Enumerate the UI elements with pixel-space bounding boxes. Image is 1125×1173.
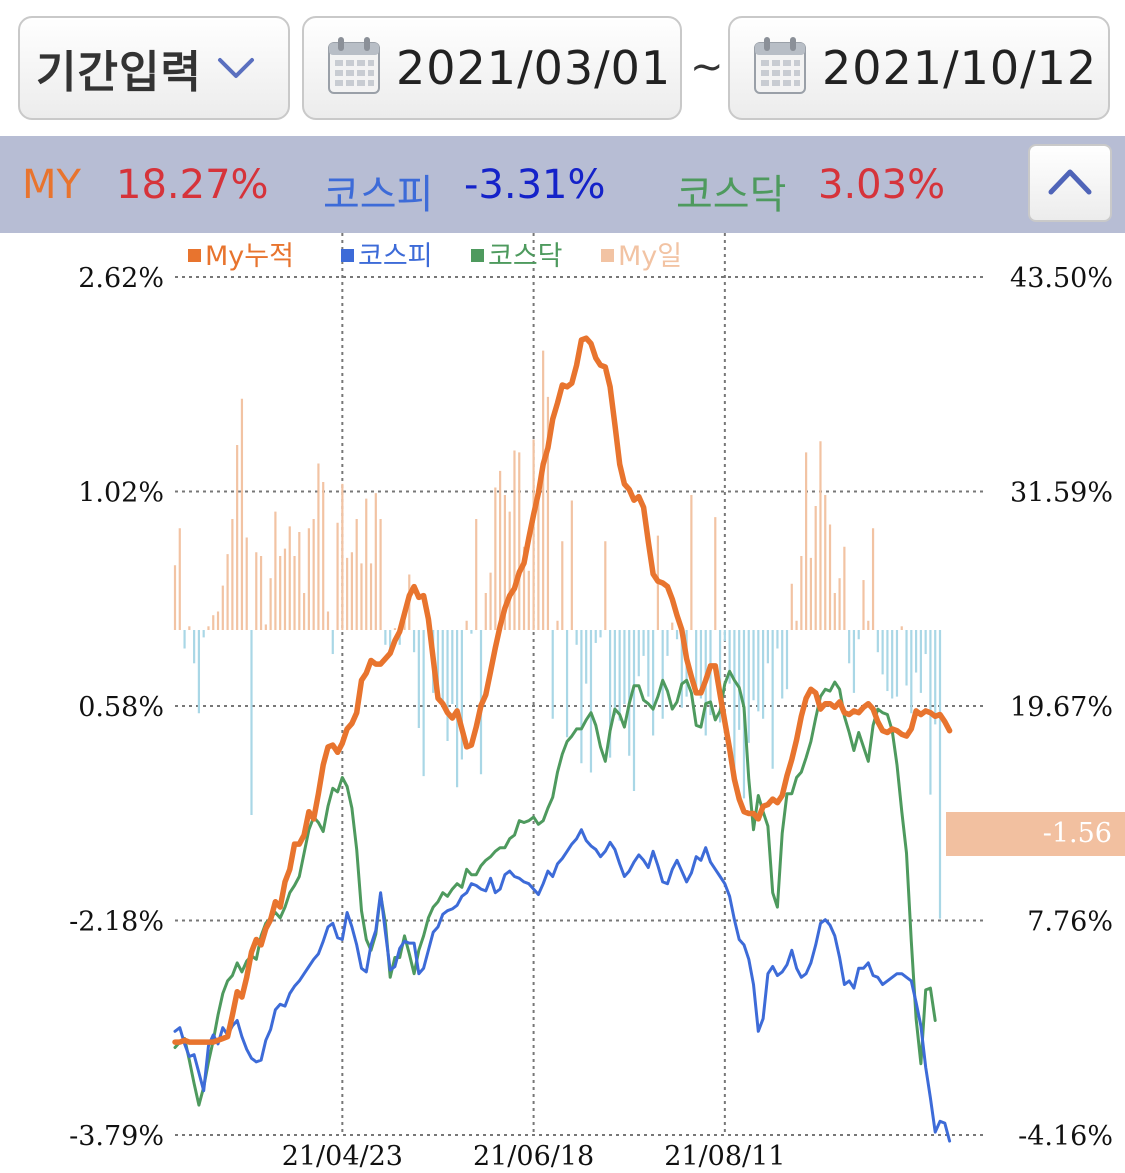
collapse-button[interactable] [1028, 144, 1112, 222]
chevron-up-icon [1047, 166, 1093, 200]
chart-axes: 2.62% 43.50% 1.02% 31.59% 0.58% 19.67% -2.18% 7… [69, 263, 1113, 1172]
return-summary-bar: MY 18.27% 코스피 -3.31% 코스닥 3.03% [0, 136, 1125, 233]
end-date-text: 2021/10/12 [822, 41, 1098, 95]
legend-label: My일 [618, 241, 682, 272]
x-axis-tick: 21/04/23 [282, 1141, 403, 1172]
kosdaq-return-value: 3.03% [818, 162, 946, 208]
kosdaq-line [173, 669, 937, 1107]
left-axis-tick: 1.02% [78, 478, 164, 509]
chevron-down-icon [216, 56, 256, 86]
current-value-label: -1.56 [1043, 818, 1112, 849]
kospi-return-value: -3.31% [464, 162, 606, 208]
kospi-label: 코스피 [323, 172, 434, 218]
right-axis-tick: 19.67% [1010, 692, 1113, 723]
current-value-marker: -1.56 [946, 812, 1125, 856]
calendar-icon [326, 35, 382, 101]
legend-swatch [341, 249, 354, 262]
period-bar: 기간입력 2021/03/01 ~ [0, 0, 1125, 136]
x-axis-tick: 21/08/11 [664, 1141, 785, 1172]
my-daily-bars [173, 350, 942, 919]
right-axis-tick: -4.16% [1018, 1121, 1113, 1152]
legend-label: 코스닥 [488, 241, 563, 272]
left-axis-tick: 2.62% [78, 263, 164, 294]
start-date-text: 2021/03/01 [396, 41, 672, 95]
right-axis-tick: 43.50% [1010, 263, 1113, 294]
left-axis-tick: -2.18% [69, 907, 164, 938]
start-date-button[interactable]: 2021/03/01 [302, 16, 682, 120]
calendar-icon [752, 35, 808, 101]
left-axis-tick: 0.58% [78, 692, 164, 723]
x-axis-tick: 21/06/18 [473, 1141, 594, 1172]
legend-swatch [471, 249, 484, 262]
chart-lines [172, 335, 953, 1143]
date-range-separator: ~ [690, 44, 724, 90]
kosdaq-label: 코스닥 [676, 172, 787, 218]
legend-swatch [188, 249, 201, 262]
kospi-line [173, 828, 952, 1143]
period-select[interactable]: 기간입력 [18, 16, 290, 120]
period-label: 기간입력 [36, 47, 202, 98]
my-label: MY [22, 162, 81, 208]
end-date-button[interactable]: 2021/10/12 [728, 16, 1110, 120]
chart-legend: My누적 코스피 코스닥 My일 [188, 241, 682, 272]
right-axis-tick: 31.59% [1010, 478, 1113, 509]
left-axis-tick: -3.79% [69, 1121, 164, 1152]
legend-label: My누적 [205, 241, 294, 272]
my-return-value: 18.27% [116, 162, 269, 208]
my-cumulative-line [172, 335, 953, 1045]
right-axis-tick: 7.76% [1027, 907, 1113, 938]
returns-chart: 2.62% 43.50% 1.02% 31.59% 0.58% 19.67% -2.18% 7… [69, 233, 1125, 1172]
legend-swatch [601, 249, 614, 262]
chart-grid [175, 233, 985, 1136]
legend-label: 코스피 [358, 241, 433, 272]
